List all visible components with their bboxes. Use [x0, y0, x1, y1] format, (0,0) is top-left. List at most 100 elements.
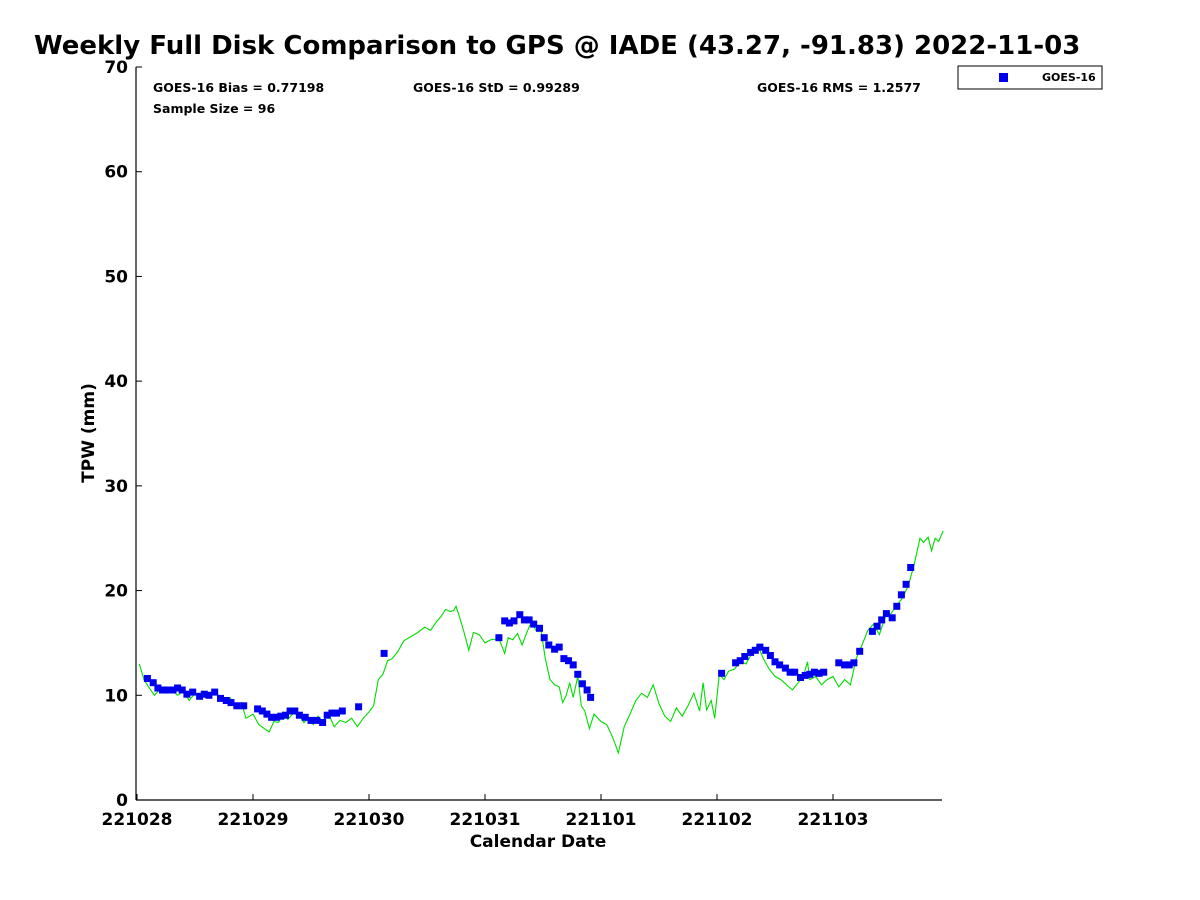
y-tick-label: 30 [104, 477, 128, 497]
goes16-data-point [835, 659, 843, 667]
goes16-data-point [810, 668, 818, 676]
goes16-data-point [263, 710, 271, 718]
stat-rms: GOES-16 RMS = 1.2577 [757, 80, 921, 95]
legend-marker-square-icon [999, 73, 1008, 82]
goes16-data-point [741, 653, 749, 660]
goes16-data-point [164, 686, 172, 694]
y-axis-ticks: 0 10 20 30 40 50 60 70 [104, 58, 142, 811]
goes16-data-point [510, 617, 518, 625]
goes16-data-point [495, 634, 503, 642]
goes16-data-point [801, 671, 809, 679]
goes16-data-point [520, 616, 528, 624]
goes16-series-points [143, 564, 915, 726]
goes16-data-point [338, 707, 346, 715]
y-axis-label: TPW (mm) [79, 383, 99, 483]
goes16-data-point [771, 658, 779, 666]
goes16-data-point [222, 697, 230, 704]
y-tick-label: 70 [104, 58, 128, 78]
goes16-data-point [313, 716, 321, 724]
stat-sample-size: Sample Size = 96 [153, 101, 275, 116]
goes16-data-point [254, 705, 262, 713]
y-tick-label: 60 [104, 163, 128, 183]
goes16-data-point [850, 659, 858, 667]
goes16-data-point [845, 661, 853, 669]
goes16-data-point [806, 670, 814, 678]
goes16-data-point [545, 641, 553, 649]
y-tick-label: 40 [104, 372, 128, 392]
stat-std: GOES-16 StD = 0.99289 [413, 80, 580, 95]
goes16-data-point [189, 688, 197, 696]
plot-area [135, 67, 942, 801]
goes16-data-point [301, 713, 309, 721]
goes16-data-point [751, 646, 759, 654]
goes16-data-point [907, 564, 915, 571]
legend-box [957, 65, 1103, 90]
goes16-data-point [574, 670, 582, 678]
stat-bias: GOES-16 Bias = 0.77198 [153, 80, 324, 95]
x-tick-label: 221029 [218, 810, 289, 830]
y-tick-label: 20 [104, 582, 128, 602]
goes16-data-point [560, 655, 568, 663]
y-tick-label: 0 [116, 791, 128, 811]
goes16-data-point [747, 648, 755, 656]
goes16-data-point [756, 643, 764, 651]
goes16-data-point [888, 614, 896, 622]
goes16-data-point [797, 674, 804, 681]
goes16-data-point [882, 610, 890, 618]
goes16-data-point [878, 616, 886, 624]
x-tick-label: 221031 [450, 810, 521, 830]
goes16-data-point [286, 707, 294, 715]
goes16-data-point [540, 634, 548, 642]
x-tick-label: 221101 [566, 810, 637, 830]
x-tick-label: 221028 [102, 810, 173, 830]
goes16-data-point [169, 686, 177, 694]
goes16-data-point [868, 627, 876, 635]
x-tick-label: 221030 [334, 810, 405, 830]
goes16-data-point [380, 649, 388, 657]
goes16-data-point [893, 602, 901, 610]
chart-title: Weekly Full Disk Comparison to GPS @ IAD… [34, 31, 1080, 61]
goes16-data-point [159, 686, 166, 694]
goes16-data-point [530, 620, 538, 628]
goes16-data-point [791, 668, 799, 676]
goes16-data-point [307, 716, 315, 724]
goes16-data-point [258, 707, 266, 715]
goes16-data-point [291, 707, 299, 715]
goes16-data-point [569, 661, 577, 669]
goes16-data-point [856, 647, 864, 655]
goes16-data-point [525, 616, 533, 624]
goes16-data-point [565, 657, 572, 665]
goes16-data-point [200, 690, 208, 698]
goes16-data-point [551, 645, 559, 653]
goes16-data-point [762, 646, 770, 654]
goes16-data-point [815, 669, 823, 677]
goes16-data-point [178, 686, 186, 694]
goes16-data-point [143, 675, 151, 682]
goes16-data-point [268, 713, 276, 721]
goes16-data-point [766, 652, 774, 659]
goes16-data-point [820, 668, 828, 676]
goes16-data-point [333, 709, 340, 717]
goes16-data-point [536, 624, 543, 632]
goes16-data-point [295, 711, 303, 719]
x-axis-ticks: 221028 221029 221030 221031 221101 221102 2211… [102, 794, 869, 830]
legend: GOES-16 [957, 65, 1103, 90]
x-axis-label: Calendar Date [470, 832, 607, 852]
goes16-data-point [154, 684, 162, 692]
goes16-data-point [183, 690, 191, 698]
goes16-data-point [319, 719, 327, 726]
x-tick-label: 221103 [798, 810, 869, 830]
goes16-data-point [578, 680, 586, 688]
goes16-data-point [217, 694, 224, 702]
goes16-data-point [196, 692, 204, 700]
goes16-data-point [555, 643, 563, 651]
goes16-data-point [505, 619, 513, 627]
goes16-data-point [781, 664, 789, 672]
goes16-data-point [873, 622, 881, 630]
goes16-data-point [282, 711, 289, 719]
goes16-data-point [841, 661, 849, 669]
legend-label: GOES-16 [1042, 71, 1096, 84]
y-tick-label: 10 [104, 686, 128, 706]
goes16-data-point [732, 659, 740, 667]
